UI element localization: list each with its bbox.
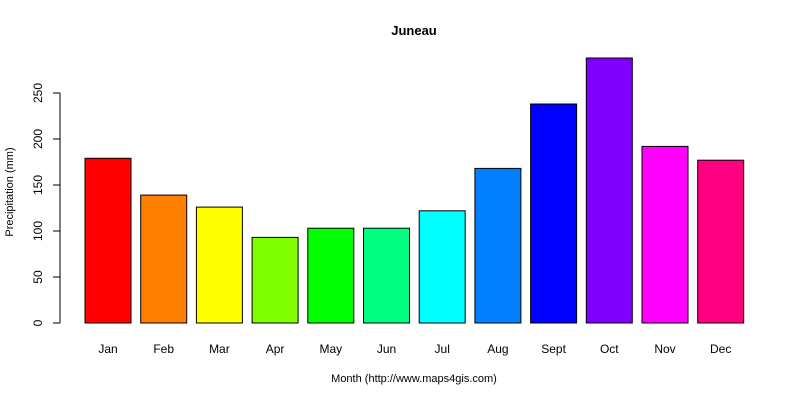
bars (84, 57, 745, 324)
bar-jun (363, 227, 410, 324)
x-axis-tick-label: Nov (654, 342, 675, 356)
bar-aug (474, 167, 522, 324)
x-axis-tick-labels: Jan Feb Mar Apr May Jun Jul Aug Sept Oct Nov Dec (98, 342, 731, 356)
y-axis-tick-label: 0 (31, 319, 45, 326)
y-axis-label: Precipitation (mm) (4, 147, 16, 236)
x-axis-tick-label: Jan (98, 342, 117, 356)
x-axis-tick-label: Feb (153, 342, 174, 356)
bar-may (307, 227, 355, 324)
bar-jul (418, 210, 466, 324)
bar-sept (530, 103, 578, 324)
x-axis-tick-label: Jun (377, 342, 396, 356)
x-axis-label: Month (http://www.maps4gis.com) (331, 373, 497, 385)
bar-feb (140, 194, 188, 324)
y-axis-tick-label: 250 (31, 83, 45, 103)
y-axis-tick-label: 150 (31, 175, 45, 195)
bar-dec (697, 159, 745, 324)
bar-jan (84, 157, 132, 324)
bar-apr (251, 236, 299, 324)
x-axis-tick-label: Dec (710, 342, 731, 356)
x-axis-tick-label: Mar (209, 342, 230, 356)
bar-nov (641, 145, 689, 324)
x-axis-tick-label: Sept (541, 342, 566, 356)
x-axis-tick-label: Apr (266, 342, 285, 356)
x-axis-tick-label: Jul (435, 342, 450, 356)
y-axis-tick-label: 100 (31, 221, 45, 241)
x-axis-tick-label: Aug (487, 342, 508, 356)
chart-title: Juneau (391, 23, 437, 38)
y-axis-tick-label: 50 (31, 270, 45, 284)
bar-mar (195, 206, 243, 324)
bar-oct (585, 57, 633, 324)
x-axis-tick-label: May (319, 342, 342, 356)
y-axis-tick-label: 200 (31, 129, 45, 149)
y-axis: 0 50 100 150 200 250 (31, 83, 61, 326)
x-axis-tick-label: Oct (600, 342, 619, 356)
